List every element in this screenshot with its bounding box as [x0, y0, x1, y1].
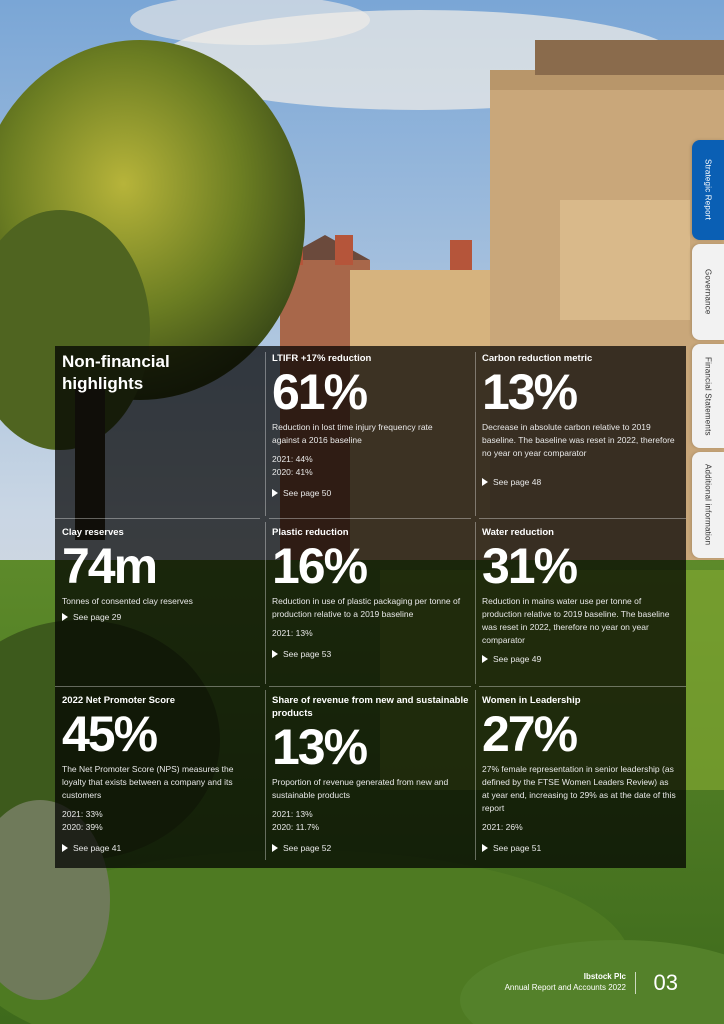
company-name: Ibstock Plc	[583, 972, 626, 981]
history-item: 2021: 26%	[482, 822, 523, 832]
highlights-panel: Non-financial highlights LTIFR +17% redu…	[55, 346, 686, 868]
nps-desc: The Net Promoter Score (NPS) measures th…	[62, 764, 234, 800]
plastic-history: 2021: 13%	[272, 627, 468, 640]
play-arrow-icon	[62, 613, 68, 621]
row-divider	[55, 518, 260, 519]
plastic-cell: Plastic reduction 16% Reduction in use o…	[265, 520, 475, 659]
row-divider	[269, 518, 471, 519]
revenue-cell: Share of revenue from new and sustainabl…	[265, 688, 475, 853]
history-item: 2020: 41%	[272, 467, 313, 477]
ltifr-title: LTIFR +17% reduction	[272, 353, 372, 364]
nps-cell: 2022 Net Promoter Score 45% The Net Prom…	[55, 688, 265, 853]
women-value: 27%	[482, 706, 578, 762]
row-divider	[269, 686, 471, 687]
page-title: Non-financial highlights	[62, 352, 170, 393]
column-divider	[265, 352, 266, 516]
ltifr-history: 2021: 44% 2020: 41%	[272, 453, 468, 479]
clay-title: Clay reserves	[62, 527, 124, 538]
see-page-link[interactable]: See page 51	[482, 843, 679, 853]
row-divider	[55, 686, 260, 687]
revenue-value: 13%	[272, 719, 368, 775]
history-item: 2020: 11.7%	[272, 822, 320, 832]
revenue-desc: Proportion of revenue generated from new…	[272, 777, 449, 800]
plastic-value: 16%	[272, 538, 368, 594]
women-cell: Women in Leadership 27% 27% female repre…	[475, 688, 686, 853]
ltifr-value: 61%	[272, 364, 368, 420]
see-page-link[interactable]: See page 52	[272, 843, 468, 853]
revenue-title: Share of revenue from new and sustainabl…	[272, 695, 469, 719]
see-page-link[interactable]: See page 29	[62, 612, 258, 622]
tab-strategic-report[interactable]: Strategic Report	[692, 140, 724, 240]
row-divider	[479, 686, 686, 687]
see-page-link[interactable]: See page 50	[272, 488, 468, 498]
column-divider	[475, 352, 476, 516]
ltifr-desc: Reduction in lost time injury frequency …	[272, 422, 433, 445]
see-page-link[interactable]: See page 41	[62, 843, 258, 853]
tab-governance[interactable]: Governance	[692, 244, 724, 340]
water-desc: Reduction in mains water use per tonne o…	[482, 596, 670, 645]
panel-heading-cell: Non-financial highlights	[55, 346, 265, 395]
column-divider	[475, 690, 476, 860]
tab-financial-statements[interactable]: Financial Statements	[692, 344, 724, 448]
water-value: 31%	[482, 538, 578, 594]
row-divider	[479, 518, 686, 519]
see-page-link[interactable]: See page 53	[272, 649, 468, 659]
play-arrow-icon	[482, 478, 488, 486]
column-divider	[265, 522, 266, 684]
tab-additional-information[interactable]: Additional information	[692, 452, 724, 558]
column-divider	[475, 522, 476, 684]
page-number: 03	[653, 970, 678, 995]
plastic-desc: Reduction in use of plastic packaging pe…	[272, 596, 461, 619]
nps-value: 45%	[62, 706, 158, 762]
carbon-title: Carbon reduction metric	[482, 353, 593, 364]
column-divider	[265, 690, 266, 860]
nps-title: 2022 Net Promoter Score	[62, 695, 175, 706]
nps-history: 2021: 33% 2020: 39%	[62, 808, 258, 834]
carbon-cell: Carbon reduction metric 13% Decrease in …	[475, 346, 686, 487]
carbon-desc: Decrease in absolute carbon relative to …	[482, 422, 675, 458]
plastic-title: Plastic reduction	[272, 527, 349, 538]
play-arrow-icon	[272, 650, 278, 658]
see-page-link[interactable]: See page 48	[482, 477, 679, 487]
women-history: 2021: 26%	[482, 821, 679, 834]
women-desc: 27% female representation in senior lead…	[482, 764, 676, 813]
carbon-value: 13%	[482, 364, 578, 420]
ltifr-cell: LTIFR +17% reduction 61% Reduction in lo…	[265, 346, 475, 498]
history-item: 2021: 13%	[272, 628, 313, 638]
women-title: Women in Leadership	[482, 695, 581, 706]
play-arrow-icon	[62, 844, 68, 852]
footer-divider	[635, 972, 636, 994]
revenue-history: 2021: 13% 2020: 11.7%	[272, 808, 468, 834]
clay-cell: Clay reserves 74m Tonnes of consented cl…	[55, 520, 265, 622]
report-name: Annual Report and Accounts 2022	[504, 983, 626, 992]
water-cell: Water reduction 31% Reduction in mains w…	[475, 520, 686, 664]
clay-value: 74m	[62, 538, 158, 594]
history-item: 2021: 33%	[62, 809, 103, 819]
history-item: 2021: 44%	[272, 454, 313, 464]
history-item: 2021: 13%	[272, 809, 313, 819]
play-arrow-icon	[482, 844, 488, 852]
play-arrow-icon	[272, 844, 278, 852]
play-arrow-icon	[272, 489, 278, 497]
clay-desc: Tonnes of consented clay reserves	[62, 596, 193, 606]
see-page-link[interactable]: See page 49	[482, 654, 679, 664]
history-item: 2020: 39%	[62, 822, 103, 832]
play-arrow-icon	[482, 655, 488, 663]
water-title: Water reduction	[482, 527, 554, 538]
